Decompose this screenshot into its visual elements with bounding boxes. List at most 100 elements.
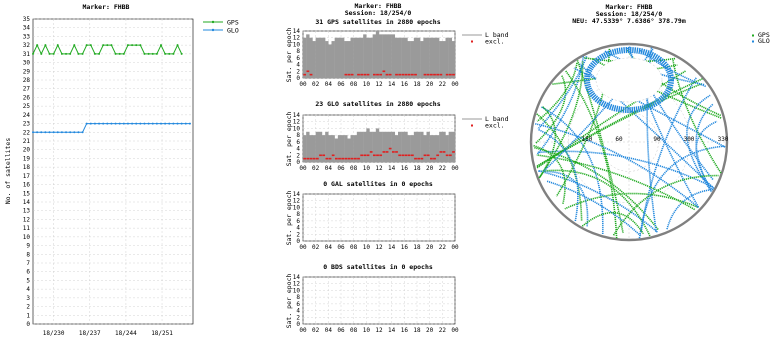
series-point-glo [143, 122, 146, 125]
series-point-glo [110, 122, 113, 125]
glo-legend-lband-label: L band [485, 115, 509, 123]
series-point-glo [73, 131, 76, 134]
lband-bar [347, 138, 351, 162]
left-y-tick-label: 16 [23, 182, 31, 189]
panel-x-tick-label: 02 [312, 81, 320, 88]
excluded-mark [398, 154, 402, 157]
series-point-glo [126, 122, 129, 125]
series-point-glo [188, 122, 191, 125]
left-y-tick-label: 21 [23, 138, 31, 145]
excluded-mark [306, 70, 310, 73]
glo-panel-title: 23 GLO satellites in 2880 epochs [315, 100, 440, 108]
lband-bar [318, 131, 323, 162]
satellite-track [536, 113, 583, 222]
lband-bar [451, 41, 456, 78]
legend-gps-label: GPS [227, 19, 239, 27]
lband-bar [303, 135, 307, 162]
panel-x-tick-label: 18 [413, 244, 421, 251]
series-point-gps [102, 44, 105, 47]
satellite-track [666, 188, 714, 230]
lband-bar [442, 41, 446, 78]
series-point-glo [44, 131, 47, 134]
left-legend: GPS GLO [203, 19, 239, 35]
panel-x-tick-label: 06 [337, 327, 345, 334]
panel-x-tick-label: 10 [363, 327, 371, 334]
panel-x-tick-label: 00 [299, 327, 307, 334]
left-y-tick-label: 1 [26, 312, 30, 319]
left-y-tick-label: 12 [23, 216, 31, 223]
gps-legend-lband-label: L band [485, 31, 509, 39]
excluded-mark [357, 157, 360, 160]
lband-bar [398, 37, 402, 78]
panel-x-tick-label: 08 [350, 327, 358, 334]
zenith-hole [595, 57, 663, 103]
excluded-mark [395, 73, 398, 76]
lband-bar [375, 128, 380, 162]
left-y-tick-label: 28 [23, 77, 31, 84]
lband-bar [363, 131, 367, 162]
lband-bar [353, 37, 358, 78]
left-x-tick-label: 18/251 [151, 330, 173, 337]
series-point-gps [147, 52, 150, 55]
left-y-tick-label: 6 [26, 269, 30, 276]
panel-x-tick-label: 12 [375, 244, 383, 251]
series-point-gps [44, 44, 47, 47]
lband-bar [331, 41, 335, 78]
satellite-track [578, 62, 715, 189]
lband-bar [417, 131, 421, 162]
left-y-tick-label: 17 [23, 173, 31, 180]
excluded-mark [429, 73, 433, 76]
left-y-tick-label: 4 [26, 286, 30, 293]
panel-x-tick-label: 00 [451, 327, 459, 334]
excluded-mark [338, 157, 341, 160]
left-y-tick-label: 34 [23, 25, 31, 32]
sky-legend-glo-label: GLO [758, 37, 770, 45]
left-y-tick-label: 3 [26, 295, 30, 302]
panel-x-tick-label: 00 [451, 165, 459, 172]
panel-y-tick-label: 12 [293, 119, 301, 126]
sky-legend-gps-marker [752, 34, 754, 37]
series-point-gps [176, 44, 179, 47]
series-point-glo [176, 122, 179, 125]
excluded-mark [436, 73, 440, 76]
excluded-mark [414, 73, 417, 76]
bds-panel-frame [302, 276, 456, 325]
left-y-tick-label: 13 [23, 208, 31, 215]
panel-x-tick-label: 10 [363, 244, 371, 251]
panel-y-tick-label: 14 [293, 191, 301, 198]
lband-bar [404, 37, 408, 78]
panel-x-tick-label: 04 [325, 244, 333, 251]
panel-x-tick-label: 08 [350, 244, 358, 251]
lband-bar [366, 37, 370, 78]
lband-bar [379, 34, 383, 78]
left-y-tick-label: 26 [23, 94, 31, 101]
left-y-tick-label: 29 [23, 68, 31, 75]
panel-x-tick-label: 14 [388, 327, 396, 334]
excluded-mark [306, 157, 310, 160]
left-y-tick-label: 35 [23, 16, 31, 23]
excluded-mark [347, 73, 351, 76]
satellite-track [538, 128, 579, 222]
glo-legend-excl-marker [471, 124, 473, 127]
middle-header: Marker: FHBB Session: 18/254/0 [345, 2, 412, 17]
series-point-glo [56, 131, 59, 134]
excluded-mark [347, 157, 351, 160]
lband-bar [388, 34, 392, 78]
series-point-gps [110, 44, 113, 47]
panel-y-tick-label: 6 [296, 55, 300, 62]
left-y-axis-label: No. of satellites [4, 138, 12, 205]
panel-x-tick-label: 00 [451, 81, 459, 88]
left-y-tick-label: 10 [23, 234, 31, 241]
series-point-glo [69, 131, 72, 134]
lband-bar [407, 41, 411, 78]
azimuth-label: 90 [653, 136, 661, 143]
panel-x-tick-label: 22 [439, 244, 447, 251]
excluded-mark [423, 154, 427, 157]
panel-x-tick-label: 14 [388, 165, 396, 172]
gal-epoch-panel: 0 GAL satellites in 0 epochs 02468101214… [285, 180, 459, 251]
series-point-glo [60, 131, 63, 134]
panel-y-tick-label: 4 [296, 62, 300, 69]
lband-bar [328, 135, 332, 162]
series-point-gps [98, 52, 101, 55]
